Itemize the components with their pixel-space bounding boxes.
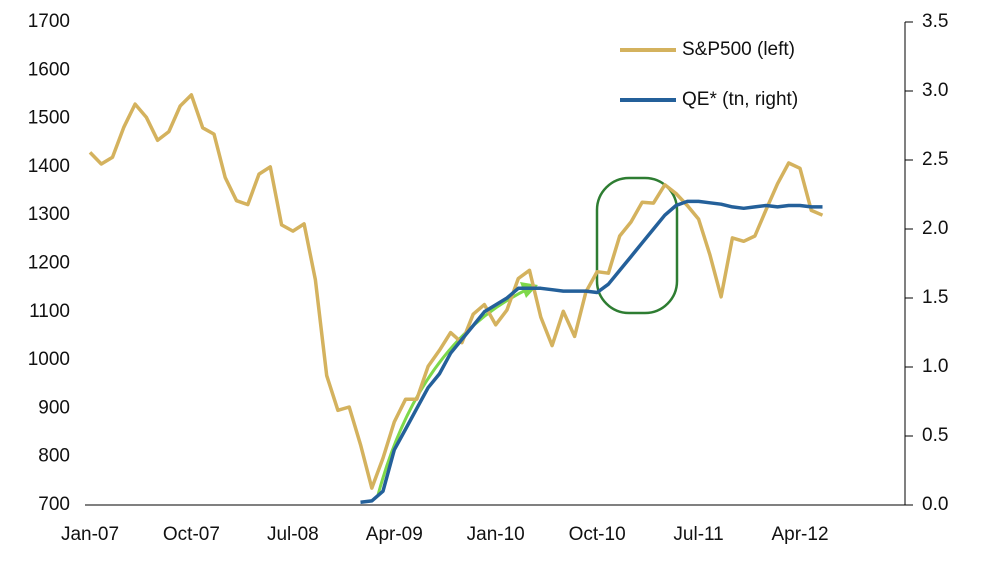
x-tick-label: Jan-07 [61, 524, 119, 545]
y-tick-label: 1100 [29, 301, 70, 322]
y2-tick-label: 3.5 [922, 11, 948, 32]
y-tick-label: 800 [38, 446, 70, 467]
y-tick-label: 1500 [28, 108, 70, 129]
y-tick-label: 1400 [28, 156, 70, 177]
annotation-arrow [376, 286, 531, 496]
y-tick-label: 1300 [28, 204, 70, 225]
y-tick-label: 700 [38, 494, 70, 515]
legend-label: S&P500 (left) [682, 39, 795, 60]
y2-tick-label: 1.5 [922, 287, 948, 308]
legend-label: QE* (tn, right) [682, 89, 798, 110]
y-tick-label: 1000 [28, 349, 70, 370]
highlight-box [595, 176, 679, 315]
y2-tick-label: 3.0 [922, 80, 948, 101]
x-tick-label: Oct-10 [569, 524, 626, 545]
y-tick-label: 1200 [28, 253, 70, 274]
y2-tick-label: 0.0 [922, 494, 948, 515]
x-tick-label: Oct-07 [163, 524, 220, 545]
y2-tick-label: 1.0 [922, 356, 948, 377]
y-tick-label: 1700 [28, 11, 70, 32]
x-tick-label: Apr-12 [771, 524, 828, 545]
x-tick-label: Jul-08 [267, 524, 319, 545]
y2-tick-label: 0.5 [922, 425, 948, 446]
series-line [88, 93, 824, 490]
y2-tick-label: 2.0 [922, 218, 948, 239]
x-tick-label: Apr-09 [366, 524, 423, 545]
x-tick-label: Jul-11 [673, 524, 723, 545]
series-line [360, 199, 823, 504]
y-tick-label: 900 [38, 397, 70, 418]
x-tick-label: Jan-10 [467, 524, 525, 545]
y2-tick-label: 2.5 [922, 149, 948, 170]
y-tick-label: 1600 [28, 59, 70, 80]
